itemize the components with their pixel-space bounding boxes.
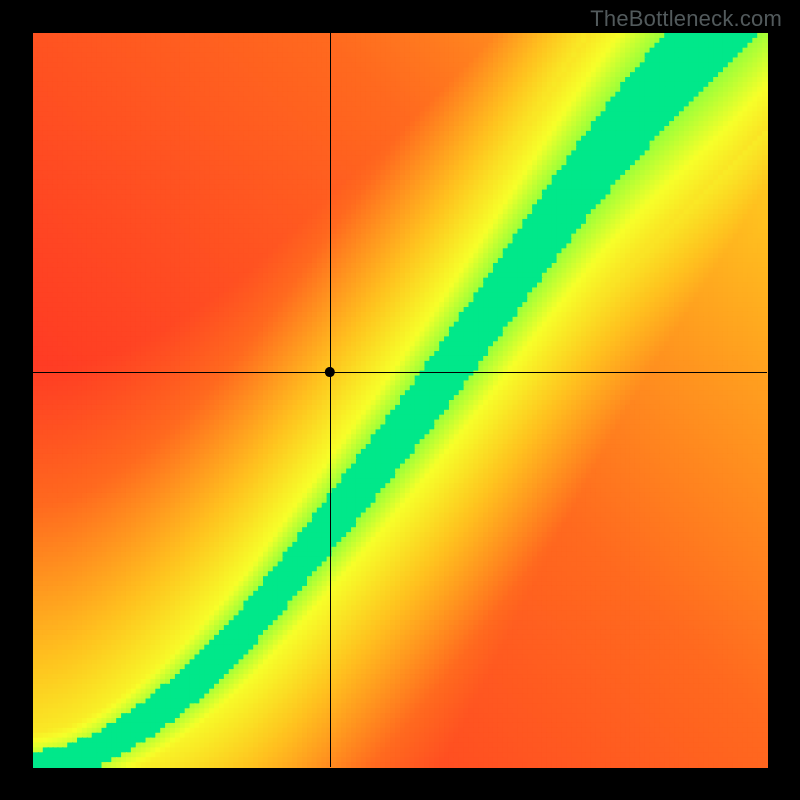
- chart-container: TheBottleneck.com: [0, 0, 800, 800]
- watermark-text: TheBottleneck.com: [590, 6, 782, 32]
- crosshair-overlay: [0, 0, 800, 800]
